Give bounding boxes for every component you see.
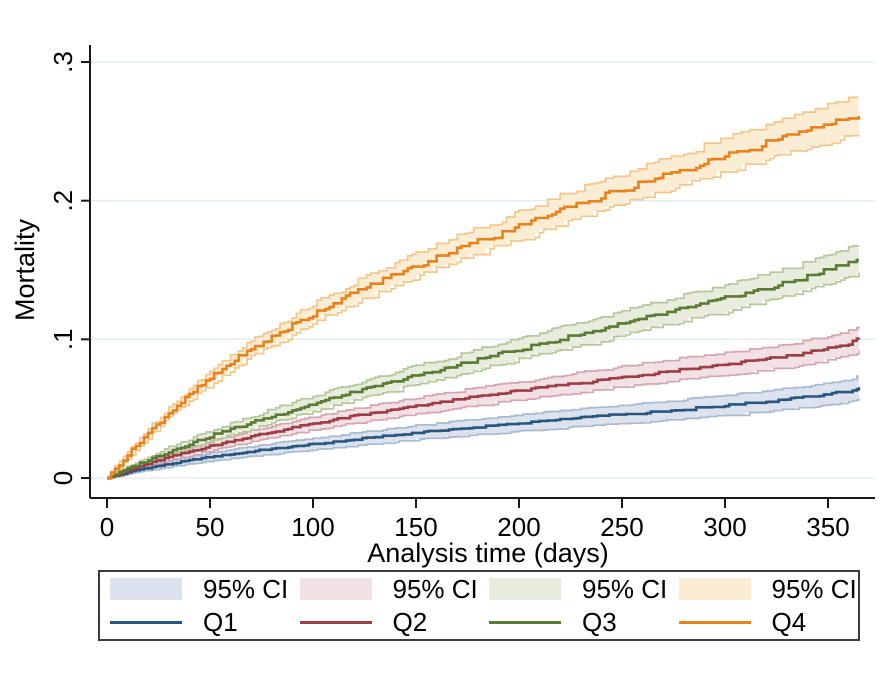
legend-item-q4-ci: 95% CI xyxy=(669,576,859,602)
legend-item-q4: Q4 xyxy=(669,609,859,635)
x-tick-label-250: 250 xyxy=(600,512,643,542)
confidence-bands-layer xyxy=(107,97,859,479)
q2-ci-swatch xyxy=(299,578,372,600)
q2-label: Q2 xyxy=(392,607,428,637)
x-tick-label-100: 100 xyxy=(291,512,334,542)
y-tick-label-0.3: .3 xyxy=(48,51,78,73)
q2-ci-lower-edge xyxy=(107,350,860,480)
y-tick-label-0.1: .1 xyxy=(48,328,78,350)
q4-ci-lower-edge xyxy=(107,134,860,480)
q1-ci-lower-edge xyxy=(107,397,860,479)
x-tick-label-0: 0 xyxy=(100,512,114,542)
legend-item-q3-ci: 95% CI xyxy=(479,576,669,602)
axes-layer xyxy=(81,45,875,508)
x-tick-label-150: 150 xyxy=(394,512,437,542)
q3-curve xyxy=(107,258,859,480)
y-tick-label-0.2: .2 xyxy=(48,190,78,212)
q4-ci-label: 95% CI xyxy=(771,574,857,604)
gridlines-layer xyxy=(90,61,875,479)
legend: 95% CI 95% CI 95% CI 95% CI Q1 Q2 Q3 Q4 xyxy=(98,570,860,641)
q3-ci-label: 95% CI xyxy=(582,574,668,604)
x-axis-title: Analysis time (days) xyxy=(367,538,609,568)
legend-item-q1: Q1 xyxy=(100,609,290,635)
legend-row-lines: Q1 Q2 Q3 Q4 xyxy=(100,609,858,635)
q4-curve xyxy=(107,116,861,480)
q4-ci-upper-edge xyxy=(107,96,859,479)
q4-label: Q4 xyxy=(771,607,807,637)
legend-item-q1-ci: 95% CI xyxy=(100,576,290,602)
q2-ci-band xyxy=(107,326,859,479)
q3-line-swatch xyxy=(489,620,561,624)
legend-item-q2: Q2 xyxy=(290,609,480,635)
x-tick-label-200: 200 xyxy=(497,512,540,542)
x-tick-label-350: 350 xyxy=(806,512,849,542)
q3-ci-lower-edge xyxy=(107,272,860,480)
q3-ci-band xyxy=(107,245,859,479)
q1-ci-upper-edge xyxy=(107,375,859,479)
legend-row-ci: 95% CI 95% CI 95% CI 95% CI xyxy=(100,576,858,602)
q3-ci-swatch xyxy=(489,578,561,600)
q4-line-swatch xyxy=(678,620,751,624)
confidence-band-edges-layer xyxy=(107,96,860,480)
q1-curve xyxy=(107,387,861,480)
x-tick-label-300: 300 xyxy=(703,512,746,542)
legend-item-q2-ci: 95% CI xyxy=(290,576,480,602)
x-tick-label-50: 50 xyxy=(196,512,225,542)
y-tick-label-0: 0 xyxy=(48,471,78,485)
q2-line-swatch xyxy=(299,620,372,624)
q3-ci-upper-edge xyxy=(107,244,859,480)
q3-label: Q3 xyxy=(582,607,617,637)
tick-labels-layer: 0 .1 .2 .3 0 50 100 150 200 250 300 350 xyxy=(48,51,850,542)
q4-ci-swatch xyxy=(678,578,751,600)
survival-curves-layer xyxy=(107,116,861,480)
q1-ci-swatch xyxy=(110,578,182,600)
y-axis-title: Mortality xyxy=(10,218,40,321)
q1-label: Q1 xyxy=(203,607,238,637)
q2-ci-label: 95% CI xyxy=(392,574,478,604)
q2-curve xyxy=(107,337,861,480)
q1-ci-label: 95% CI xyxy=(203,574,289,604)
legend-item-q3: Q3 xyxy=(479,609,669,635)
q1-line-swatch xyxy=(110,620,182,624)
